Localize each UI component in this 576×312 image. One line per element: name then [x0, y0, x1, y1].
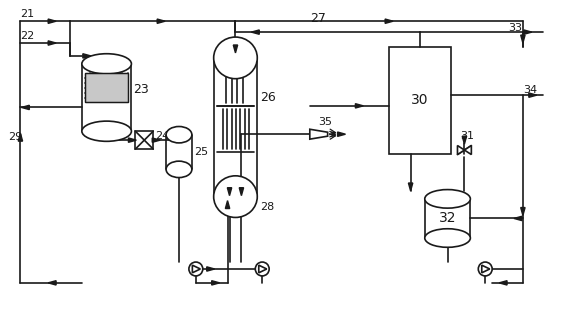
Text: 35: 35 — [318, 117, 332, 127]
Polygon shape — [310, 129, 328, 139]
Text: 30: 30 — [411, 94, 429, 108]
Text: 31: 31 — [460, 131, 475, 141]
Polygon shape — [48, 41, 56, 45]
Text: 26: 26 — [260, 91, 276, 104]
Ellipse shape — [166, 161, 192, 178]
Polygon shape — [18, 133, 22, 141]
Ellipse shape — [166, 126, 192, 143]
Text: 33: 33 — [508, 23, 522, 33]
Text: 28: 28 — [260, 202, 275, 212]
Text: 25: 25 — [194, 147, 208, 157]
Bar — [389, 47, 450, 154]
Polygon shape — [48, 19, 56, 23]
Text: 29: 29 — [9, 132, 23, 142]
Polygon shape — [408, 183, 413, 191]
Polygon shape — [355, 104, 363, 108]
Polygon shape — [462, 136, 467, 144]
Polygon shape — [521, 207, 525, 216]
Text: 22: 22 — [20, 31, 35, 41]
Polygon shape — [239, 188, 244, 196]
Text: 21: 21 — [20, 9, 35, 19]
Circle shape — [478, 262, 492, 276]
Polygon shape — [514, 216, 522, 221]
Ellipse shape — [82, 121, 131, 141]
Ellipse shape — [214, 176, 257, 217]
Bar — [85, 73, 128, 102]
Polygon shape — [225, 201, 230, 208]
Polygon shape — [83, 54, 91, 58]
Polygon shape — [157, 19, 165, 23]
Polygon shape — [233, 45, 238, 53]
Ellipse shape — [82, 54, 131, 74]
Ellipse shape — [214, 37, 257, 79]
Polygon shape — [152, 138, 160, 142]
Ellipse shape — [425, 229, 471, 247]
Ellipse shape — [425, 190, 471, 208]
Text: 32: 32 — [439, 212, 456, 226]
Polygon shape — [385, 19, 393, 23]
Polygon shape — [251, 30, 259, 34]
Polygon shape — [338, 132, 346, 136]
Polygon shape — [128, 138, 137, 142]
Circle shape — [255, 262, 269, 276]
Polygon shape — [529, 93, 537, 97]
Polygon shape — [212, 281, 219, 285]
Polygon shape — [521, 35, 525, 43]
Bar — [85, 73, 128, 102]
Polygon shape — [524, 30, 532, 34]
Polygon shape — [21, 105, 29, 110]
Bar — [135, 131, 153, 149]
Polygon shape — [207, 267, 215, 271]
Text: 34: 34 — [524, 85, 538, 95]
Polygon shape — [228, 188, 232, 196]
Circle shape — [189, 262, 203, 276]
Text: 23: 23 — [134, 83, 149, 96]
Polygon shape — [48, 281, 56, 285]
Polygon shape — [457, 145, 471, 154]
Polygon shape — [499, 281, 507, 285]
Text: 24: 24 — [155, 131, 169, 141]
Text: 27: 27 — [310, 12, 325, 25]
